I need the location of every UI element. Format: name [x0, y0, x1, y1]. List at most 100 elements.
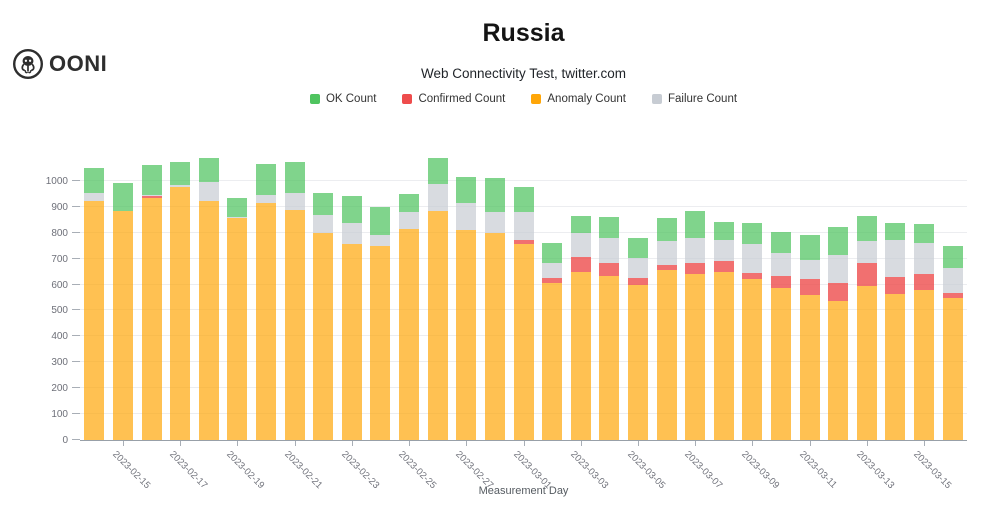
bar-segment[interactable]: [227, 197, 248, 218]
bar-segment[interactable]: [542, 243, 563, 263]
bar-segment[interactable]: [914, 290, 935, 440]
bar-segment[interactable]: [255, 164, 276, 195]
legend-item[interactable]: Confirmed Count: [402, 93, 505, 105]
bar-segment[interactable]: [885, 294, 906, 440]
bar-segment[interactable]: [341, 222, 362, 244]
bar-segment[interactable]: [141, 198, 162, 440]
bar-segment[interactable]: [513, 211, 534, 240]
bar-segment[interactable]: [914, 224, 935, 244]
bar-segment[interactable]: [799, 295, 820, 440]
bar-segment[interactable]: [856, 263, 877, 287]
bar-segment[interactable]: [570, 256, 591, 272]
bar-segment[interactable]: [170, 162, 191, 186]
bar-segment[interactable]: [570, 232, 591, 257]
bar-segment[interactable]: [599, 262, 620, 276]
bar-segment[interactable]: [341, 195, 362, 223]
bar-segment[interactable]: [771, 252, 792, 276]
bar-segment[interactable]: [141, 195, 162, 197]
legend-item[interactable]: OK Count: [309, 93, 376, 105]
bar-segment[interactable]: [112, 183, 133, 211]
bar-segment[interactable]: [742, 244, 763, 274]
bar-segment[interactable]: [656, 265, 677, 271]
bar-segment[interactable]: [656, 241, 677, 266]
bar-segment[interactable]: [370, 206, 391, 236]
bar-segment[interactable]: [284, 209, 305, 440]
bar-segment[interactable]: [427, 210, 448, 440]
bar-segment[interactable]: [685, 210, 706, 239]
bar-segment[interactable]: [771, 231, 792, 253]
bar-segment[interactable]: [771, 276, 792, 288]
bar-segment[interactable]: [399, 212, 420, 230]
bar-segment[interactable]: [84, 168, 105, 193]
legend-item[interactable]: Anomaly Count: [531, 93, 626, 105]
bar-segment[interactable]: [627, 258, 648, 278]
bar-segment[interactable]: [742, 222, 763, 245]
bar-segment[interactable]: [570, 215, 591, 233]
bar-segment[interactable]: [885, 276, 906, 295]
bar-segment[interactable]: [198, 182, 219, 201]
bar-segment[interactable]: [255, 202, 276, 440]
bar-segment[interactable]: [255, 194, 276, 203]
bar-segment[interactable]: [198, 200, 219, 440]
bar-segment[interactable]: [856, 241, 877, 264]
bar-segment[interactable]: [542, 277, 563, 284]
bar-segment[interactable]: [799, 235, 820, 260]
bar-segment[interactable]: [456, 176, 477, 203]
bar-segment[interactable]: [627, 277, 648, 286]
bar-segment[interactable]: [427, 158, 448, 185]
bar-segment[interactable]: [112, 210, 133, 440]
bar-segment[interactable]: [799, 279, 820, 296]
bar-segment[interactable]: [513, 240, 534, 245]
bar-segment[interactable]: [742, 273, 763, 280]
bar-segment[interactable]: [284, 161, 305, 194]
bar-segment[interactable]: [942, 245, 963, 268]
bar-segment[interactable]: [828, 255, 849, 283]
bar-segment[interactable]: [84, 192, 105, 202]
bar-segment[interactable]: [227, 218, 248, 440]
bar-segment[interactable]: [427, 184, 448, 211]
bar-segment[interactable]: [399, 229, 420, 440]
bar-segment[interactable]: [713, 221, 734, 240]
bar-segment[interactable]: [284, 193, 305, 210]
bar-segment[interactable]: [942, 267, 963, 293]
bar-segment[interactable]: [828, 282, 849, 302]
bar-segment[interactable]: [742, 279, 763, 440]
bar-segment[interactable]: [914, 274, 935, 290]
bar-segment[interactable]: [828, 301, 849, 440]
bar-segment[interactable]: [713, 272, 734, 440]
bar-segment[interactable]: [713, 260, 734, 273]
bar-segment[interactable]: [599, 238, 620, 263]
bar-segment[interactable]: [170, 187, 191, 440]
bar-segment[interactable]: [627, 285, 648, 440]
bar-segment[interactable]: [141, 165, 162, 196]
bar-segment[interactable]: [599, 216, 620, 239]
bar-segment[interactable]: [799, 259, 820, 280]
bar-segment[interactable]: [456, 230, 477, 440]
bar-segment[interactable]: [313, 192, 334, 216]
bar-segment[interactable]: [513, 244, 534, 440]
bar-segment[interactable]: [713, 239, 734, 261]
bar-segment[interactable]: [914, 243, 935, 275]
bar-segment[interactable]: [456, 202, 477, 231]
bar-segment[interactable]: [685, 238, 706, 264]
bar-segment[interactable]: [856, 216, 877, 242]
bar-segment[interactable]: [627, 238, 648, 259]
bar-segment[interactable]: [656, 217, 677, 242]
bar-segment[interactable]: [885, 240, 906, 277]
bar-segment[interactable]: [685, 274, 706, 440]
bar-segment[interactable]: [84, 201, 105, 440]
bar-segment[interactable]: [399, 193, 420, 213]
bar-segment[interactable]: [141, 196, 162, 199]
bar-segment[interactable]: [484, 211, 505, 233]
bar-segment[interactable]: [685, 263, 706, 275]
bar-segment[interactable]: [513, 187, 534, 212]
bar-segment[interactable]: [570, 271, 591, 440]
bar-segment[interactable]: [856, 286, 877, 440]
bar-segment[interactable]: [227, 217, 248, 219]
bar-segment[interactable]: [828, 226, 849, 256]
bar-segment[interactable]: [942, 292, 963, 298]
bar-segment[interactable]: [370, 235, 391, 246]
legend-item[interactable]: Failure Count: [652, 93, 737, 105]
bar-segment[interactable]: [484, 178, 505, 212]
bar-segment[interactable]: [170, 185, 191, 188]
